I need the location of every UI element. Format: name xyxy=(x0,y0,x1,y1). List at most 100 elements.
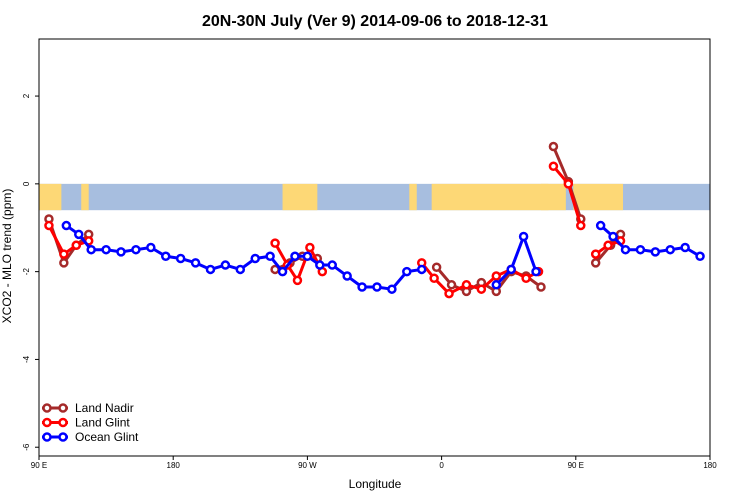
series-land-glint-point xyxy=(548,161,559,172)
series-ocean-glint-point xyxy=(665,244,675,255)
x-axis-label: Longitude xyxy=(349,477,402,491)
map-land-africa-arabia xyxy=(431,183,549,211)
series-ocean-glint-point xyxy=(175,253,186,264)
map-land-asia-east xyxy=(39,183,62,211)
series-land-glint-point xyxy=(292,275,303,286)
series-land-glint-line xyxy=(47,224,90,256)
series-ocean-glint-point xyxy=(680,242,690,253)
series-land-nadir-point xyxy=(431,262,442,273)
chart-title: 20N-30N July (Ver 9) 2014-09-06 to 2018-… xyxy=(202,13,548,30)
series-ocean-glint-point xyxy=(650,247,661,257)
series-ocean-glint-point xyxy=(491,280,502,290)
y-tick-label: -6 xyxy=(22,443,31,451)
series-ocean-glint-point xyxy=(131,244,141,255)
legend-label: Land Nadir xyxy=(75,401,134,415)
series-ocean-glint-point xyxy=(250,253,260,264)
legend-swatch-marker xyxy=(58,403,68,413)
series-land-glint-point xyxy=(603,240,613,251)
y-tick-label: 0 xyxy=(22,181,31,186)
series-land-glint-point xyxy=(461,280,472,290)
series-land-glint-point xyxy=(44,220,54,231)
series-ocean-glint-point xyxy=(327,260,338,270)
x-tick-label: 90 E xyxy=(31,461,47,470)
series-ocean-glint-point xyxy=(86,244,96,255)
series-land-glint-point xyxy=(590,249,601,259)
series-ocean-glint-point xyxy=(315,260,325,270)
series-ocean-glint-point xyxy=(277,266,288,277)
series-land-glint-point xyxy=(576,220,586,231)
map-land-asia-south xyxy=(573,183,624,211)
plot-frame xyxy=(38,38,711,457)
series-ocean-glint-point xyxy=(342,271,352,281)
series-ocean-glint-point xyxy=(205,264,216,275)
series-ocean-glint-point xyxy=(608,231,618,242)
series-land-glint-point xyxy=(429,273,439,283)
legend-item-land-nadir: Land Nadir xyxy=(42,401,134,415)
series-ocean-glint-point xyxy=(620,244,631,255)
series-land-nadir-point xyxy=(590,258,601,268)
map-land-north-america xyxy=(282,183,318,211)
series-ocean-glint-point xyxy=(518,231,529,242)
series-ocean-glint-point xyxy=(116,247,126,257)
y-tick-label: -2 xyxy=(22,268,31,276)
y-tick-label: -4 xyxy=(22,355,31,363)
series-land-glint xyxy=(44,161,626,299)
map-band xyxy=(39,183,710,211)
series-ocean-glint-point xyxy=(416,264,427,275)
series-land-glint-point xyxy=(476,284,487,294)
series-ocean-glint-point xyxy=(74,229,84,240)
series-land-glint-point xyxy=(491,271,502,281)
series-ocean-glint-point xyxy=(101,244,111,255)
legend-label: Land Glint xyxy=(75,416,130,430)
series-ocean-glint xyxy=(61,220,705,294)
y-axis-label: XCO2 - MLO trend (ppm) xyxy=(0,189,14,324)
legend-swatch-marker xyxy=(58,417,68,428)
legend-label: Ocean Glint xyxy=(75,430,139,444)
series-ocean-glint-point xyxy=(506,264,516,275)
series-ocean-glint-point xyxy=(357,282,367,292)
legend-item-ocean-glint: Ocean Glint xyxy=(42,430,139,444)
legend-swatch-marker xyxy=(58,432,68,442)
series-ocean-glint-point xyxy=(387,284,397,294)
series-ocean-glint-point xyxy=(160,251,171,262)
series-ocean-glint-point xyxy=(402,266,412,277)
series-land-glint-point xyxy=(444,288,454,299)
series-land-nadir-point xyxy=(548,141,559,152)
series-land-nadir-point xyxy=(446,280,457,290)
series-land-nadir-point xyxy=(59,258,69,268)
series-land-glint-point xyxy=(59,249,69,259)
series-ocean-glint-point xyxy=(695,251,705,262)
series-ocean-glint-point xyxy=(302,251,313,262)
x-tick-label: 180 xyxy=(167,461,181,470)
series-ocean-glint-point xyxy=(61,220,72,231)
x-tick-label: 0 xyxy=(439,461,444,470)
legend-swatch-marker xyxy=(42,432,52,442)
series-land-glint-point xyxy=(305,242,315,253)
series-ocean-glint-point xyxy=(635,244,646,255)
series-land-glint-point xyxy=(563,179,574,189)
x-tick-label: 90 W xyxy=(298,461,317,470)
series-land-glint-point xyxy=(270,238,280,248)
series-ocean-glint-point xyxy=(190,258,201,268)
series-land-glint-point xyxy=(71,240,82,251)
series-ocean-glint-line xyxy=(65,224,422,291)
map-land-taiwan xyxy=(81,183,89,211)
series-ocean-glint-point xyxy=(235,264,246,275)
series-ocean-glint-point xyxy=(595,220,606,231)
series-ocean-glint-point xyxy=(290,251,300,262)
map-land-canaries xyxy=(409,183,417,211)
x-axis: 90 E 180 90 W 0 90 E 180 xyxy=(31,456,717,470)
series-layer xyxy=(44,141,705,299)
series-land-nadir-point xyxy=(536,282,546,292)
series-ocean-glint-line xyxy=(495,235,538,286)
series-ocean-glint-point xyxy=(146,242,156,253)
legend-item-land-glint: Land Glint xyxy=(42,416,130,430)
x-tick-label: 180 xyxy=(703,461,717,470)
series-land-glint-point xyxy=(521,273,531,283)
legend-swatch-marker xyxy=(42,417,52,428)
y-tick-label: 2 xyxy=(22,93,31,98)
series-ocean-glint-point xyxy=(531,266,541,277)
series-ocean-glint-point xyxy=(372,282,382,292)
series-ocean-glint-point xyxy=(220,260,231,270)
